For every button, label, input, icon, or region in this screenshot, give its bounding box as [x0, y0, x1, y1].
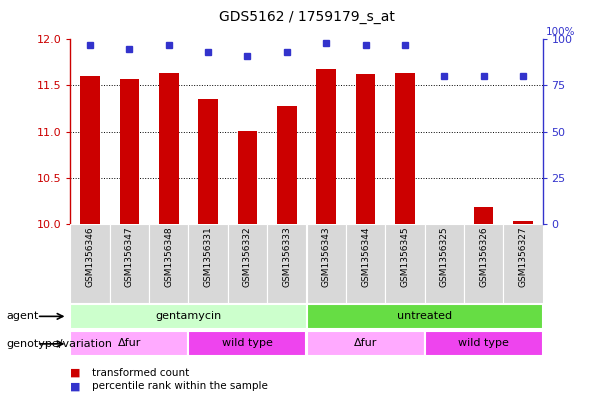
Text: ■: ■: [70, 381, 85, 391]
Bar: [238, 131, 257, 224]
Bar: [228, 224, 267, 303]
Text: ■: ■: [70, 367, 85, 378]
Bar: [80, 76, 100, 224]
Text: 100%: 100%: [546, 28, 575, 37]
Bar: [159, 73, 178, 224]
Bar: [356, 74, 375, 224]
Bar: [110, 224, 149, 303]
Bar: [70, 224, 110, 303]
Text: GSM1356332: GSM1356332: [243, 226, 252, 287]
Text: GDS5162 / 1759179_s_at: GDS5162 / 1759179_s_at: [219, 9, 394, 24]
Bar: [306, 224, 346, 303]
Bar: [513, 221, 533, 224]
Bar: [424, 224, 464, 303]
Bar: [385, 224, 424, 303]
Text: wild type: wild type: [222, 338, 273, 348]
Text: GSM1356325: GSM1356325: [440, 226, 449, 287]
Bar: [474, 208, 493, 224]
Text: GSM1356345: GSM1356345: [400, 226, 409, 287]
Text: Δfur: Δfur: [354, 338, 377, 348]
Text: GSM1356326: GSM1356326: [479, 226, 488, 287]
Bar: [149, 224, 189, 303]
Bar: [70, 304, 306, 329]
Bar: [464, 224, 503, 303]
Bar: [503, 224, 543, 303]
Text: genotype/variation: genotype/variation: [6, 339, 112, 349]
Text: transformed count: transformed count: [92, 367, 189, 378]
Text: Δfur: Δfur: [118, 338, 141, 348]
Text: GSM1356348: GSM1356348: [164, 226, 173, 287]
Bar: [277, 106, 297, 224]
Bar: [267, 224, 306, 303]
Bar: [189, 331, 306, 356]
Bar: [306, 304, 543, 329]
Text: percentile rank within the sample: percentile rank within the sample: [92, 381, 268, 391]
Text: untreated: untreated: [397, 311, 452, 321]
Bar: [424, 331, 543, 356]
Text: gentamycin: gentamycin: [155, 311, 222, 321]
Text: GSM1356343: GSM1356343: [322, 226, 330, 287]
Bar: [199, 99, 218, 224]
Bar: [395, 73, 414, 224]
Text: GSM1356327: GSM1356327: [519, 226, 527, 287]
Bar: [120, 79, 139, 224]
Text: GSM1356346: GSM1356346: [86, 226, 94, 287]
Text: GSM1356333: GSM1356333: [283, 226, 291, 287]
Text: wild type: wild type: [458, 338, 509, 348]
Bar: [70, 331, 189, 356]
Bar: [189, 224, 228, 303]
Text: GSM1356344: GSM1356344: [361, 226, 370, 287]
Bar: [306, 331, 424, 356]
Bar: [346, 224, 385, 303]
Text: GSM1356331: GSM1356331: [204, 226, 213, 287]
Text: agent: agent: [6, 311, 39, 321]
Bar: [316, 69, 336, 224]
Text: GSM1356347: GSM1356347: [125, 226, 134, 287]
